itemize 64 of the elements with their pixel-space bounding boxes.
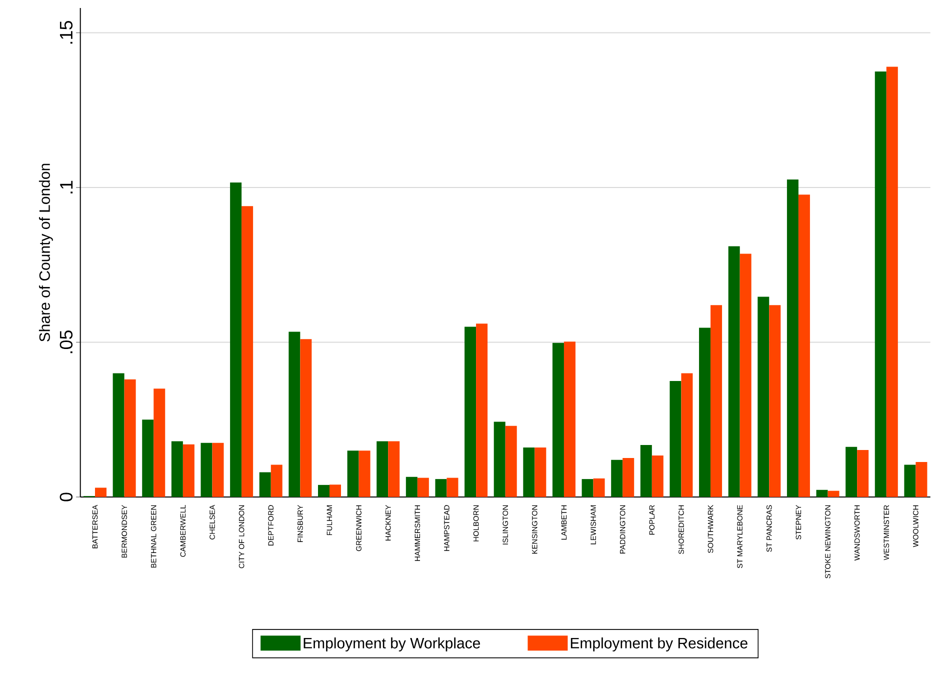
bar — [288, 332, 300, 497]
bar — [798, 194, 810, 497]
bar — [464, 326, 476, 497]
bar — [358, 450, 370, 497]
y-tick-label: .05 — [60, 330, 73, 354]
bar — [388, 441, 400, 497]
y-tick-label: 0 — [60, 492, 73, 502]
bar — [916, 462, 928, 497]
bar — [640, 445, 652, 497]
bar — [552, 342, 564, 497]
bar — [200, 442, 212, 497]
legend-label: Employment by Residence — [570, 637, 748, 652]
bar — [318, 484, 330, 497]
bar — [582, 479, 594, 497]
bar — [242, 206, 254, 497]
bar — [376, 441, 388, 497]
bar — [494, 422, 506, 497]
bar — [828, 490, 840, 497]
bar — [769, 305, 781, 497]
bar — [622, 458, 634, 497]
bar — [124, 379, 136, 497]
bar — [347, 450, 359, 497]
bar — [523, 447, 535, 497]
bar — [611, 460, 623, 497]
bar — [786, 179, 798, 497]
bar — [728, 246, 740, 497]
bar — [505, 426, 517, 497]
y-tick-label: .15 — [60, 21, 73, 44]
bar — [182, 444, 194, 497]
bar — [710, 305, 722, 497]
bar — [846, 446, 858, 497]
bar — [142, 420, 154, 497]
bar — [230, 182, 242, 497]
bar — [476, 324, 488, 497]
bar — [904, 464, 916, 497]
bar — [329, 484, 341, 497]
bar — [171, 441, 183, 497]
bar — [300, 339, 312, 497]
bar — [816, 490, 828, 497]
bar — [406, 476, 418, 497]
bar — [417, 478, 429, 497]
bar — [270, 464, 282, 497]
bar — [886, 66, 898, 497]
bar — [670, 380, 682, 497]
legend-label: Employment by Workplace — [304, 637, 480, 652]
bar — [259, 472, 271, 497]
bar — [740, 254, 752, 497]
bar — [446, 478, 458, 497]
bar — [212, 442, 224, 497]
y-axis-title: Share of County of London — [38, 164, 53, 342]
bar — [112, 373, 124, 497]
bar — [652, 456, 664, 497]
bar — [95, 488, 107, 497]
bar — [681, 373, 693, 497]
bar — [758, 296, 770, 497]
bar — [154, 388, 166, 497]
bar — [564, 342, 576, 497]
bar — [857, 450, 869, 497]
bar — [534, 447, 546, 497]
bar — [593, 478, 605, 497]
bar — [699, 328, 711, 497]
y-tick-label: .1 — [60, 180, 73, 194]
bar — [435, 479, 447, 497]
bar — [874, 71, 886, 497]
